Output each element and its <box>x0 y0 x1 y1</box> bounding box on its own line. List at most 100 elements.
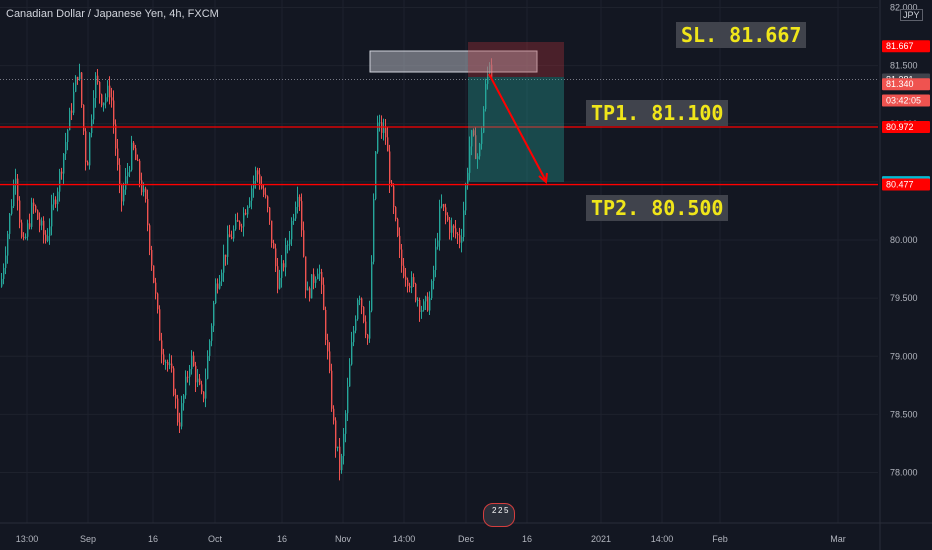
candle-body <box>117 148 119 165</box>
candle-body <box>49 226 51 236</box>
candle-body <box>465 185 467 211</box>
candle-body <box>65 142 67 154</box>
candle-body <box>29 223 31 227</box>
candle-body <box>375 151 377 199</box>
candle-body <box>289 239 291 245</box>
candle-body <box>307 288 309 291</box>
candle-body <box>89 133 91 166</box>
candle-body <box>121 184 123 202</box>
x-tick-label: 16 <box>522 534 532 544</box>
candle-body <box>135 148 137 160</box>
candle-body <box>101 94 103 106</box>
events-badge-icon[interactable]: 2 2 5 <box>483 503 515 527</box>
candle-body <box>245 212 247 215</box>
candle-body <box>359 298 361 301</box>
candle-body <box>241 226 243 228</box>
candle-body <box>213 303 215 326</box>
candle-body <box>257 170 259 175</box>
price-label-bg <box>882 178 930 191</box>
candle-body <box>247 206 249 215</box>
candle-body <box>73 91 75 113</box>
candle-body <box>45 234 47 241</box>
candle-body <box>383 128 385 133</box>
candle-body <box>377 122 379 152</box>
tp1-label: TP1. 81.100 <box>586 100 729 126</box>
candle-body <box>351 342 353 365</box>
y-tick-label: 79.000 <box>890 351 918 361</box>
badge-count: 2 <box>492 506 497 515</box>
candle-body <box>179 422 181 427</box>
candle-body <box>155 282 157 294</box>
candle-body <box>195 365 197 383</box>
candle-body <box>469 146 471 173</box>
candle-body <box>461 236 463 243</box>
candle-body <box>23 236 25 238</box>
candle-body <box>99 81 101 95</box>
candle-body <box>197 378 199 383</box>
candle-body <box>221 272 223 282</box>
y-tick-label: 82.000 <box>890 3 918 13</box>
y-tick-label: 78.500 <box>890 409 918 419</box>
x-tick-label: 13:00 <box>16 534 39 544</box>
candle-body <box>157 293 159 310</box>
price-label-bg <box>882 40 930 53</box>
candle-body <box>217 283 219 289</box>
candle-body <box>297 196 299 207</box>
candle-body <box>329 351 331 371</box>
candle-body <box>281 263 283 278</box>
candle-body <box>293 218 295 221</box>
y-axis: 82.00081.50081.00080.50080.00079.50079.0… <box>879 0 932 550</box>
candle-body <box>17 178 19 201</box>
candle-body <box>303 230 305 257</box>
candle-body <box>31 202 33 227</box>
trade-arrow-head <box>538 172 548 184</box>
candle-body <box>415 283 417 301</box>
candle-body <box>209 340 211 356</box>
candle-body <box>481 132 483 144</box>
candle-body <box>449 220 451 233</box>
candle-body <box>147 198 149 226</box>
price-label: 81.340 <box>886 79 914 89</box>
candle-body <box>235 220 237 230</box>
candle-body <box>431 281 433 299</box>
candle-body <box>317 273 319 280</box>
candle-body <box>259 174 261 186</box>
y-tick-label: 81.500 <box>890 61 918 71</box>
candle-body <box>165 362 167 364</box>
x-tick-label: 16 <box>148 534 158 544</box>
candle-body <box>151 250 153 266</box>
candle-body <box>143 188 145 193</box>
candle-body <box>75 76 77 92</box>
candle-body <box>405 276 407 280</box>
candle-body <box>189 369 191 377</box>
candle-body <box>365 321 367 335</box>
candle-body <box>113 100 115 125</box>
candle-body <box>321 272 323 285</box>
price-label: 80.972 <box>886 122 914 132</box>
candle-body <box>129 169 131 173</box>
candle-body <box>355 319 357 331</box>
candle-body <box>309 288 311 299</box>
candle-body <box>369 310 371 339</box>
candle-body <box>171 363 173 369</box>
candle-body <box>441 204 443 207</box>
y-tick-label: 78.000 <box>890 468 918 478</box>
stop-loss-label: SL. 81.667 <box>676 22 807 48</box>
candle-body <box>443 204 445 208</box>
candle-body <box>339 446 341 471</box>
resistance-zone <box>369 50 538 73</box>
candle-body <box>385 128 387 138</box>
candle-body <box>53 199 55 205</box>
candle-body <box>397 219 399 236</box>
candle-body <box>361 298 363 307</box>
candle-body <box>473 130 475 136</box>
price-label: 81.667 <box>886 41 914 51</box>
grid <box>0 0 878 523</box>
candle-body <box>47 235 49 241</box>
candle-body <box>439 206 441 241</box>
candle-body <box>173 368 175 395</box>
candle-body <box>413 277 415 284</box>
candle-body <box>243 212 245 227</box>
candle-body <box>399 235 401 250</box>
